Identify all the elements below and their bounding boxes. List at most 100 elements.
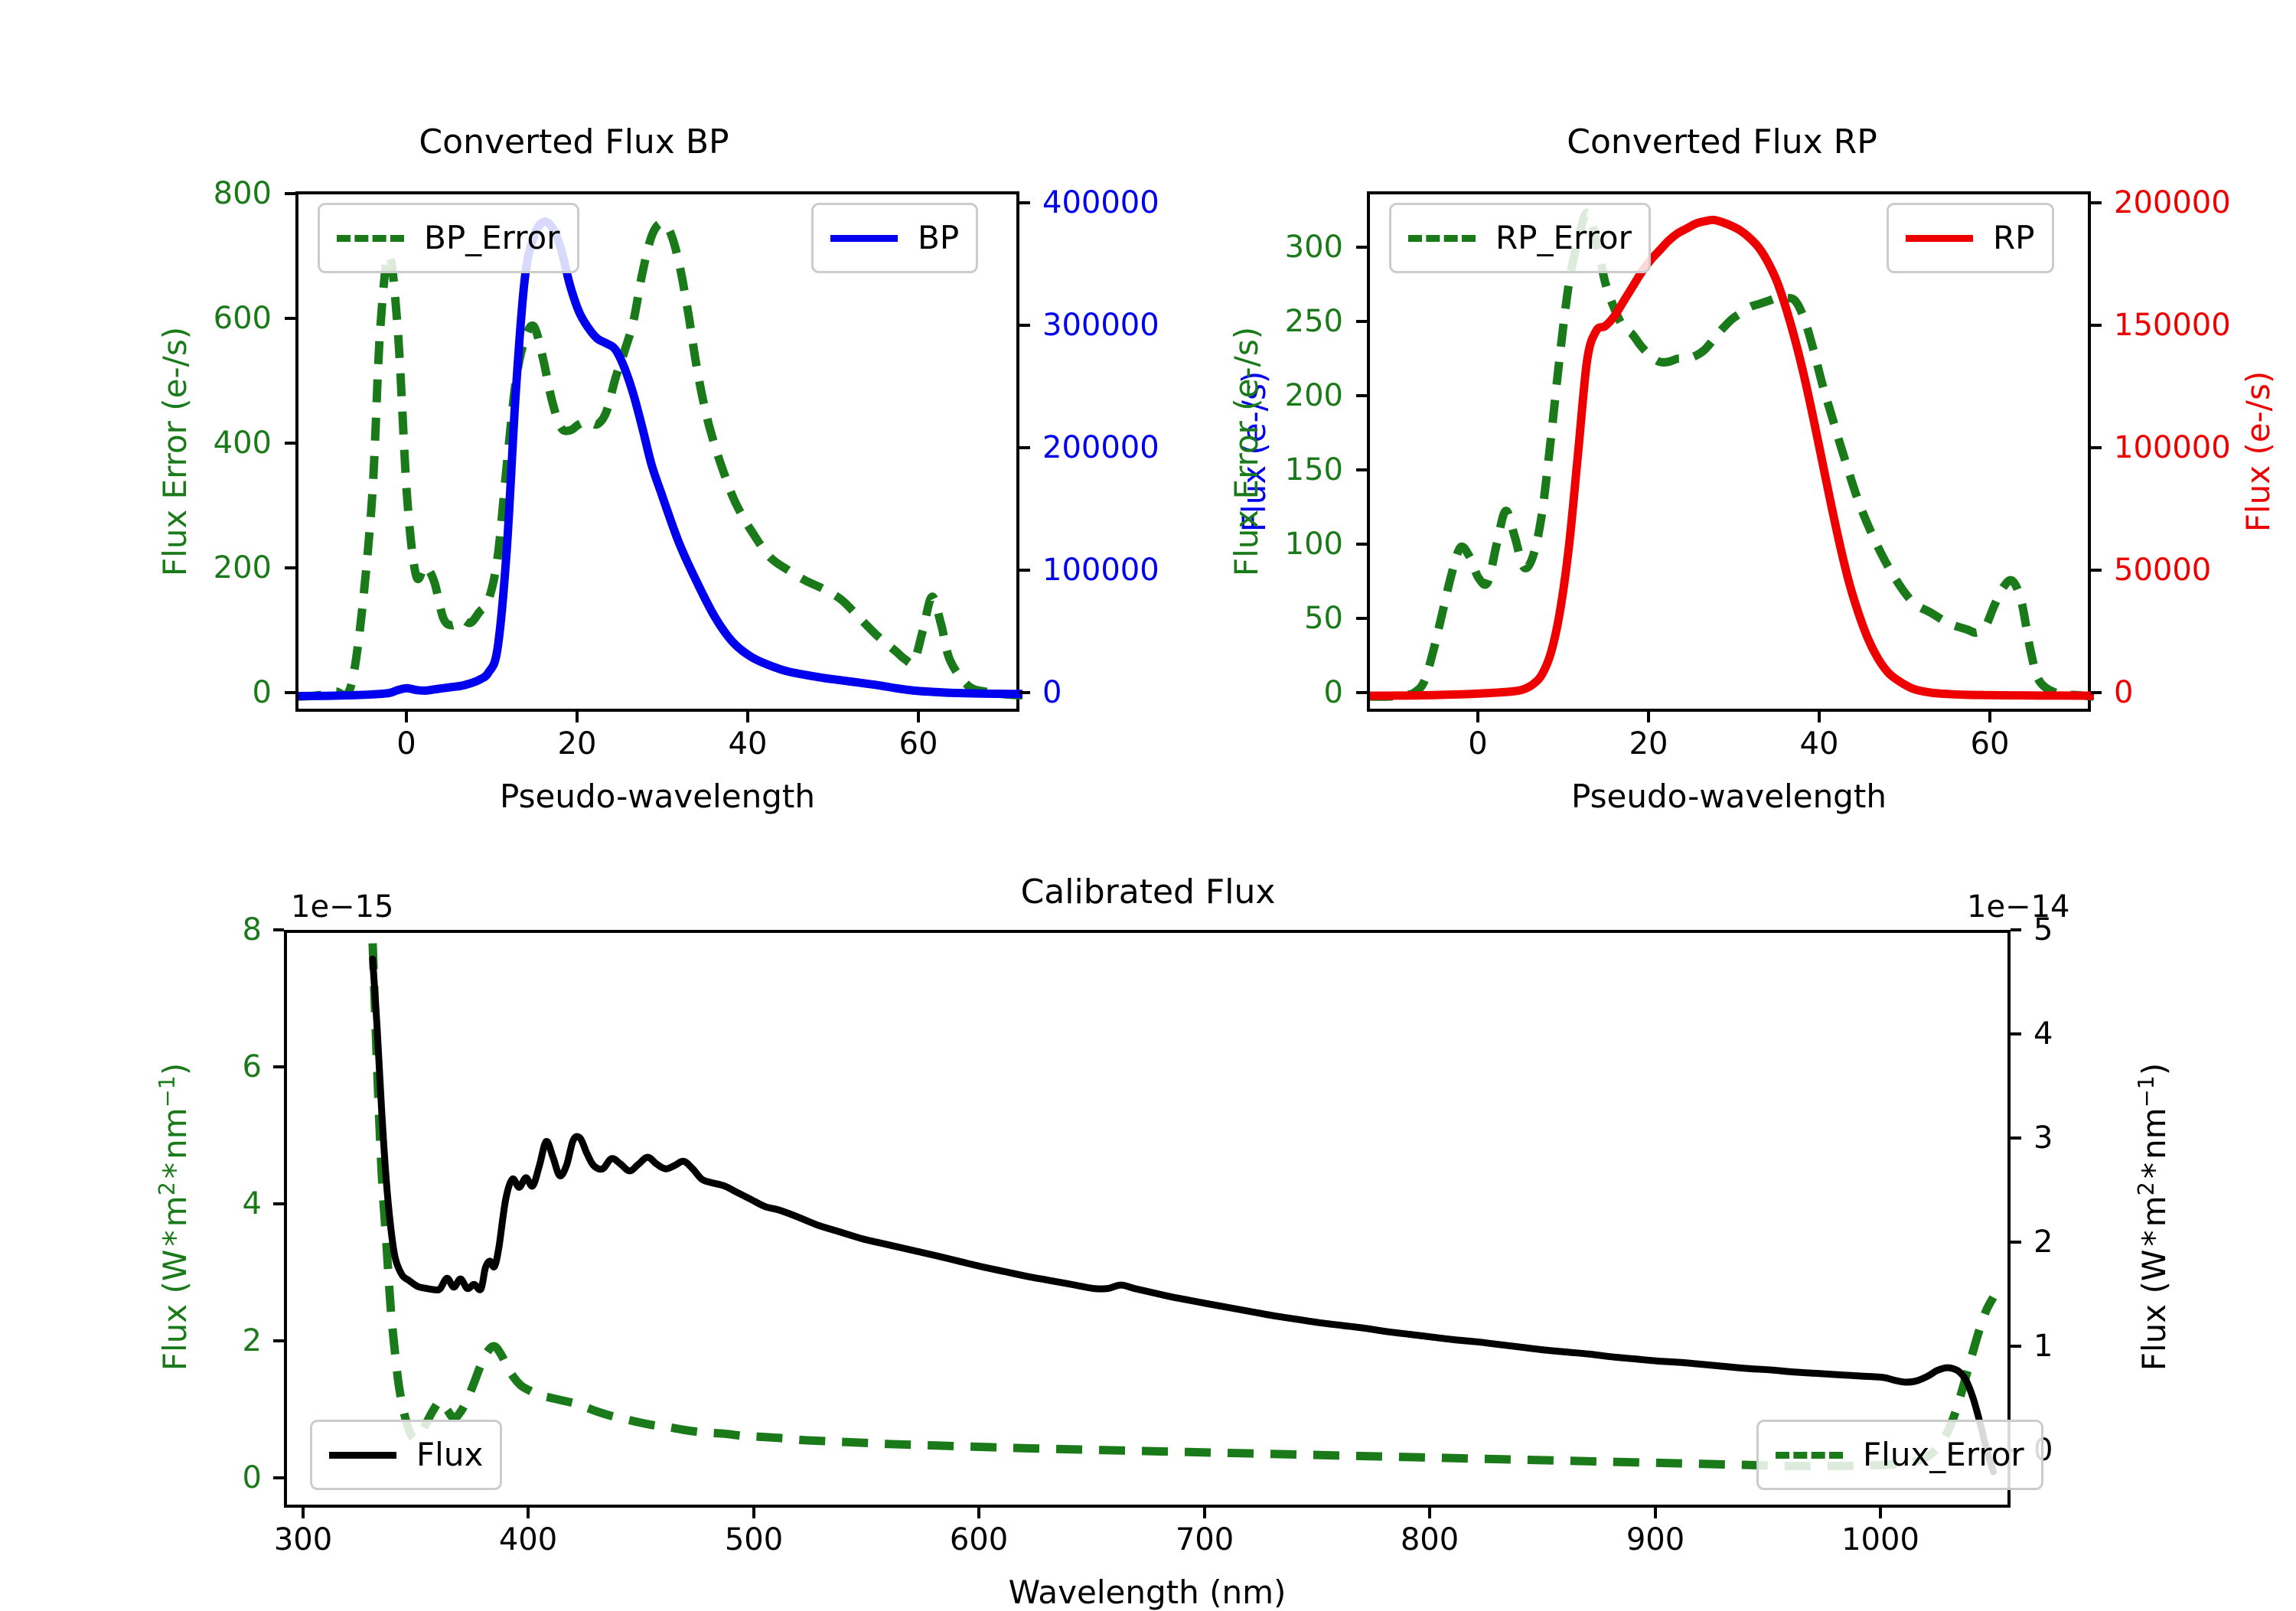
xtick-rp-2: 40 [1799,726,1839,761]
axes-bp [295,191,1022,712]
xtick-mark-rp-0 [1476,712,1479,722]
ytick-right-rp-4: 200000 [2114,185,2231,220]
legend-label-rp-error: RP_Error [1495,219,1632,256]
xlabel-calibrated: Wavelength (nm) [1008,1573,1287,1611]
ytick-right-rp-1: 50000 [2114,553,2212,588]
xlabel-rp: Pseudo-wavelength [1571,778,1887,815]
ytick-mark-bp-4 [285,192,295,195]
ytick-mark-bp-2 [285,442,295,445]
xtick-mark-cal-4 [1203,1508,1206,1518]
series-flux-error [368,943,1998,1471]
exponent-left-calibrated: 1e−15 [291,889,394,925]
ytick-left-cal-2: 4 [242,1186,262,1221]
xtick-mark-bp-1 [576,712,579,722]
panel-title-calibrated: Calibrated Flux [1020,872,1276,911]
xtick-mark-cal-5 [1428,1508,1431,1518]
xtick-cal-7: 1000 [1841,1522,1919,1557]
legend-bp-error[interactable]: BP_Error [318,203,579,273]
xtick-mark-cal-2 [752,1508,755,1518]
axes-rp [1367,191,2094,712]
ytick-rmark-bp-3 [1019,324,1030,327]
ytick-right-cal-4: 4 [2033,1016,2053,1052]
xtick-mark-rp-1 [1647,712,1650,722]
ytick-mark-bp-3 [285,317,295,320]
xtick-mark-rp-3 [1988,712,1991,722]
legend-swatch-rp [1906,234,1973,242]
xtick-bp-3: 60 [899,726,938,761]
legend-swatch-flux-error [1776,1451,1843,1459]
ylabel-left-calibrated: Flux (W * m2 * nm−1) [154,1062,194,1371]
ytick-left-cal-0: 0 [242,1460,262,1495]
ytick-left-rp-0: 0 [1323,675,1343,710]
xtick-rp-1: 20 [1629,726,1668,761]
xlabel-bp: Pseudo-wavelength [500,778,815,815]
xtick-mark-cal-1 [527,1508,530,1518]
legend-rp-error[interactable]: RP_Error [1389,203,1651,273]
ytick-right-bp-4: 400000 [1042,185,1159,220]
legend-rp[interactable]: RP [1887,203,2054,273]
xtick-mark-cal-6 [1654,1508,1657,1518]
ytick-left-rp-3: 150 [1284,452,1343,488]
xtick-bp-2: 40 [728,726,768,761]
ytick-mark-rp-5 [1356,320,1367,323]
panel-calibrated-flux: Calibrated Flux 1e−15 1e−14 0 2 4 6 8 [0,834,2296,1611]
ytick-right-bp-1: 100000 [1042,553,1159,588]
xtick-mark-rp-2 [1818,712,1821,722]
panel-converted-flux-bp: Converted Flux BP 0 200 400 600 800 [0,0,1273,834]
xtick-bp-1: 20 [557,726,597,761]
legend-label-flux-error: Flux_Error [1863,1436,2024,1473]
ytick-left-bp-2: 400 [213,426,272,461]
series-bp [298,217,1022,700]
ylabel-right-calibrated: Flux (W * m2 * nm−1) [2133,1062,2173,1371]
ytick-mark-cal-4 [273,928,284,931]
ytick-left-cal-4: 8 [242,912,262,947]
plot-area-calibrated [368,943,1998,1476]
ytick-rmark-bp-4 [1019,201,1030,204]
panel-converted-flux-rp: Converted Flux RP 0 50 100 150 200 250 [1148,0,2296,834]
ytick-right-cal-1: 1 [2033,1329,2053,1364]
ytick-right-bp-2: 200000 [1042,430,1159,465]
xtick-cal-3: 600 [949,1522,1009,1557]
ytick-left-rp-1: 50 [1304,601,1343,636]
ytick-mark-bp-0 [285,691,295,694]
ytick-rmark-rp-2 [2091,446,2102,449]
legend-label-bp: BP [918,219,960,256]
legend-flux-error[interactable]: Flux_Error [1756,1420,2043,1490]
xtick-bp-0: 0 [396,726,416,761]
axes-calibrated [284,930,2011,1508]
panel-title-rp: Converted Flux RP [1567,122,1877,161]
ytick-left-cal-1: 2 [242,1323,262,1358]
legend-swatch-flux [329,1451,396,1459]
ytick-left-cal-3: 6 [242,1049,262,1084]
ytick-rmark-rp-3 [2091,324,2102,327]
ytick-right-rp-3: 150000 [2114,308,2231,343]
xtick-cal-4: 700 [1175,1522,1234,1557]
xtick-mark-bp-2 [746,712,749,722]
ylabel-left-rp: Flux Error (e-/s) [1228,326,1265,577]
xtick-rp-3: 60 [1970,726,2010,761]
xtick-mark-cal-7 [1879,1508,1882,1518]
ytick-rmark-rp-4 [2091,201,2102,204]
xtick-cal-0: 300 [273,1522,333,1557]
series-flux [369,955,1997,1476]
ytick-left-rp-5: 250 [1284,304,1343,339]
ytick-mark-cal-1 [273,1339,284,1342]
series-bp-error [298,219,1022,701]
legend-flux[interactable]: Flux [310,1420,503,1490]
ytick-right-bp-3: 300000 [1042,308,1159,343]
ytick-rmark-cal-2 [2011,1241,2021,1244]
xtick-mark-bp-3 [917,712,920,722]
legend-swatch-bp-error [337,234,404,242]
legend-bp[interactable]: BP [811,203,979,273]
ytick-mark-rp-6 [1356,246,1367,249]
ytick-rmark-bp-2 [1019,446,1030,449]
xtick-mark-cal-0 [302,1508,305,1518]
ytick-right-bp-0: 0 [1042,675,1062,710]
ytick-right-cal-3: 3 [2033,1120,2053,1156]
ytick-rmark-cal-4 [2011,1032,2021,1035]
ytick-rmark-rp-0 [2091,691,2102,694]
ytick-right-cal-5: 5 [2033,912,2053,947]
xtick-rp-0: 0 [1468,726,1488,761]
panel-title-bp: Converted Flux BP [419,122,729,161]
